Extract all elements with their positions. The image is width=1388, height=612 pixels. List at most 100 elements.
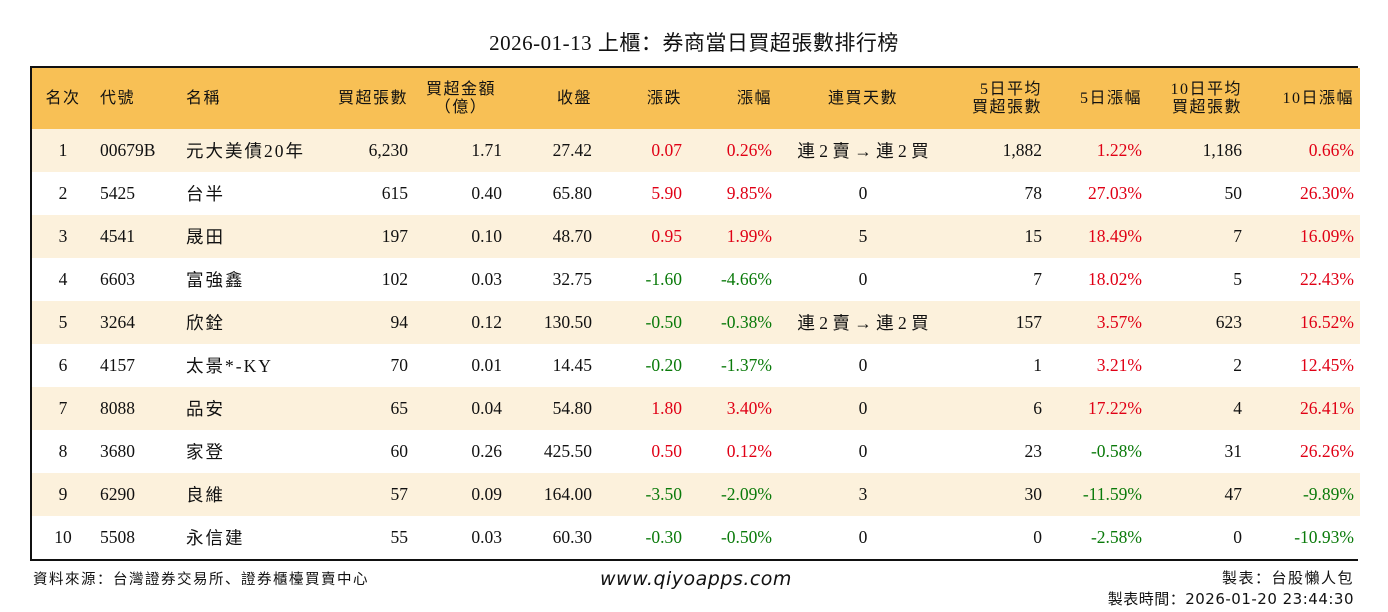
cell-net-buy: 70	[390, 355, 409, 375]
cell-streak: 0	[858, 441, 868, 461]
col-header-pct: 漲幅	[736, 89, 772, 107]
cell-change: -1.60	[645, 269, 682, 289]
cell-change: -3.50	[645, 484, 682, 504]
cell-pct5: 1.22%	[1096, 140, 1142, 160]
cell-avg10: 0	[1233, 527, 1242, 547]
cell-close: 14.45	[552, 355, 592, 375]
data-source: 資料來源：台灣證券交易所、證券櫃檯買賣中心	[33, 572, 369, 588]
cell-amount: 1.71	[471, 140, 502, 160]
cell-change: 0.07	[651, 140, 682, 160]
cell-amount: 0.09	[471, 484, 502, 504]
cell-change: 0.50	[651, 441, 682, 461]
cell-name: 良維	[186, 485, 225, 505]
cell-pct10: 0.66%	[1308, 140, 1354, 160]
cell-net-buy: 102	[381, 269, 408, 289]
generated-timestamp: 製表時間：2026-01-20 23:44:30	[1107, 590, 1354, 608]
ranking-table: 名次 代號 名稱 買超張數 買超金額 （億） 收盤 漲跌 漲幅 連買天數 5日平…	[32, 68, 1360, 559]
table-row: 7 8088 品安 65 0.04 54.80 1.80 3.40% 0 6 17.22% 4 26.4…	[32, 387, 1360, 430]
cell-rank: 6	[58, 355, 68, 375]
table-row: 4 6603 富強鑫 102 0.03 32.75 -1.60 -4.66% 0 7 18.02% 5…	[32, 258, 1360, 301]
col-header-avg10: 10日平均 買超張數	[1170, 80, 1242, 116]
cell-pct10: 26.41%	[1300, 398, 1354, 418]
cell-pct10: 16.09%	[1300, 226, 1354, 246]
cell-change: -0.20	[645, 355, 682, 375]
cell-pct10: 22.43%	[1300, 269, 1354, 289]
col-header-streak: 連買天數	[827, 89, 898, 107]
cell-pct10: -9.89%	[1302, 484, 1354, 504]
cell-amount: 0.01	[471, 355, 502, 375]
cell-pct5: 18.02%	[1088, 269, 1142, 289]
cell-amount: 0.03	[471, 527, 502, 547]
col-header-pct10: 10日漲幅	[1282, 89, 1354, 107]
cell-avg5: 6	[1033, 398, 1042, 418]
col-header-name: 名稱	[186, 89, 222, 107]
cell-pct: -0.38%	[720, 312, 772, 332]
cell-pct: 9.85%	[726, 183, 772, 203]
cell-pct: -4.66%	[720, 269, 772, 289]
ranking-table-container: 名次 代號 名稱 買超張數 買超金額 （億） 收盤 漲跌 漲幅 連買天數 5日平…	[30, 66, 1360, 561]
cell-net-buy: 197	[381, 226, 408, 246]
cell-avg10: 7	[1233, 226, 1242, 246]
cell-pct: 0.12%	[726, 441, 772, 461]
cell-avg5: 78	[1024, 183, 1043, 203]
cell-net-buy: 6,230	[368, 140, 408, 160]
cell-name: 元大美債20年	[186, 141, 305, 161]
cell-pct5: -0.58%	[1090, 441, 1142, 461]
cell-rank: 5	[58, 312, 68, 332]
cell-streak: 5	[858, 226, 868, 246]
cell-streak: 0	[858, 269, 868, 289]
website-link[interactable]: www.qiyoapps.com	[600, 568, 792, 590]
cell-close: 164.00	[543, 484, 592, 504]
cell-streak: 連 2 賣 → 連 2 買	[797, 141, 929, 161]
cell-close: 27.42	[552, 140, 592, 160]
cell-code: 6603	[100, 269, 135, 289]
cell-avg10: 47	[1224, 484, 1243, 504]
cell-change: 5.90	[651, 183, 682, 203]
cell-change: 0.95	[651, 226, 682, 246]
cell-name: 品安	[186, 399, 225, 419]
cell-name: 家登	[186, 442, 225, 462]
cell-net-buy: 60	[390, 441, 409, 461]
cell-name: 富強鑫	[186, 270, 245, 290]
col-header-pct5: 5日漲幅	[1079, 89, 1142, 107]
cell-avg5: 7	[1033, 269, 1042, 289]
cell-close: 425.50	[543, 441, 592, 461]
col-header-code: 代號	[100, 89, 136, 107]
cell-avg10: 623	[1215, 312, 1242, 332]
cell-streak: 0	[858, 355, 868, 375]
cell-pct: 1.99%	[726, 226, 772, 246]
cell-rank: 3	[58, 226, 68, 246]
cell-avg5: 1,882	[1002, 140, 1042, 160]
cell-code: 5425	[100, 183, 135, 203]
cell-rank: 10	[54, 527, 72, 547]
cell-amount: 0.10	[471, 226, 502, 246]
col-header-close: 收盤	[556, 89, 592, 107]
cell-streak: 0	[858, 527, 868, 547]
table-row: 1 00679B 元大美債20年 6,230 1.71 27.42 0.07 0.26% 連 2…	[32, 129, 1360, 172]
cell-avg10: 50	[1224, 183, 1243, 203]
cell-pct: 3.40%	[726, 398, 772, 418]
cell-avg10: 2	[1233, 355, 1242, 375]
cell-amount: 0.03	[471, 269, 502, 289]
cell-name: 晟田	[186, 227, 225, 247]
cell-rank: 1	[58, 140, 68, 160]
cell-close: 48.70	[552, 226, 592, 246]
cell-streak: 3	[858, 484, 868, 504]
cell-avg10: 31	[1224, 441, 1243, 461]
cell-net-buy: 65	[390, 398, 409, 418]
cell-rank: 9	[58, 484, 68, 504]
table-row: 3 4541 晟田 197 0.10 48.70 0.95 1.99% 5 15 18.49% 7 16…	[32, 215, 1360, 258]
cell-close: 54.80	[552, 398, 592, 418]
cell-close: 130.50	[543, 312, 592, 332]
cell-pct: -2.09%	[720, 484, 772, 504]
cell-code: 00679B	[100, 140, 156, 160]
cell-name: 太景*-KY	[186, 356, 273, 376]
table-header-row: 名次 代號 名稱 買超張數 買超金額 （億） 收盤 漲跌 漲幅 連買天數 5日平…	[32, 68, 1360, 129]
col-header-rank: 名次	[45, 89, 81, 107]
cell-name: 欣銓	[186, 313, 225, 333]
cell-pct: -1.37%	[720, 355, 772, 375]
cell-name: 永信建	[186, 528, 245, 548]
cell-avg10: 4	[1233, 398, 1242, 418]
cell-pct10: -10.93%	[1294, 527, 1354, 547]
cell-streak: 0	[858, 183, 868, 203]
